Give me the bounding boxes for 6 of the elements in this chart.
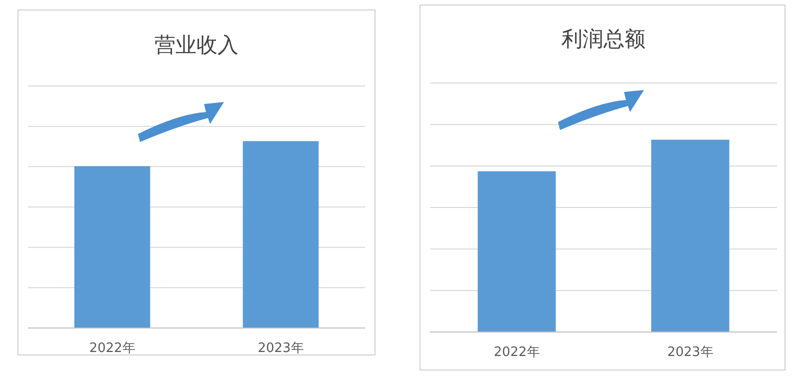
x-tick-label: 2022年 [494,345,540,360]
x-tick-label: 2022年 [89,341,136,356]
chart-title: 营业收入 [154,33,238,57]
x-tick-label: 2023年 [258,341,304,356]
x-tick-label: 2023年 [667,345,714,360]
chart-title: 利润总额 [562,27,646,51]
